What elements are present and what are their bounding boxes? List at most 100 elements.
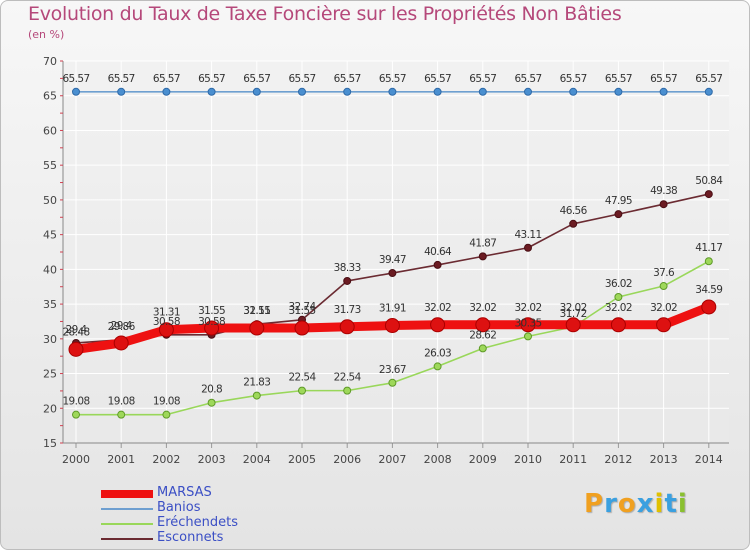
brand-letter: x: [636, 489, 655, 519]
x-tick-label: 2005: [288, 453, 316, 466]
data-point: [659, 282, 668, 291]
data-label: 65.57: [695, 73, 722, 85]
data-point: [343, 386, 352, 395]
data-label: 29.4: [111, 320, 133, 332]
y-tick-label: 15: [43, 437, 57, 450]
data-point: [343, 276, 352, 285]
data-labels: 65.57 65.57 65.57 65.57 65.57 65.57 65.57 65.57…: [62, 73, 723, 408]
series-group: [68, 87, 717, 419]
data-label: 65.57: [108, 73, 135, 85]
data-point: [68, 341, 84, 357]
data-point: [252, 87, 261, 96]
data-point: [704, 190, 713, 199]
x-tick-label: 2011: [559, 453, 587, 466]
data-label: 65.57: [650, 73, 677, 85]
x-tick-label: 2007: [378, 453, 406, 466]
data-label: 65.57: [334, 73, 361, 85]
x-tick-label: 2010: [514, 453, 542, 466]
data-label: 30.58: [153, 316, 180, 328]
data-point: [433, 260, 442, 269]
data-point: [704, 257, 713, 266]
data-label: 36.02: [605, 278, 632, 290]
data-label: 19.08: [153, 396, 180, 408]
data-label: 49.38: [650, 185, 677, 197]
legend-swatch-banios: [101, 508, 153, 510]
data-label: 31.55: [198, 305, 225, 317]
data-point: [565, 317, 581, 333]
data-label: 65.57: [198, 73, 225, 85]
data-point: [433, 362, 442, 371]
legend-label: Eréchendets: [157, 515, 239, 530]
data-label: 65.57: [560, 73, 587, 85]
data-point: [475, 317, 491, 333]
data-point: [207, 87, 216, 96]
data-point: [72, 87, 80, 96]
y-tick-label: 20: [43, 402, 57, 415]
data-label: 32.02: [469, 302, 496, 314]
data-label: 31.72: [560, 308, 587, 320]
y-tick-label: 40: [43, 263, 57, 276]
data-label: 28.48: [62, 326, 89, 338]
data-label: 21.83: [243, 377, 270, 389]
data-point: [117, 87, 126, 96]
data-label: 31.91: [379, 303, 406, 315]
data-label: 41.87: [469, 237, 496, 249]
data-point: [524, 243, 532, 252]
data-label: 50.84: [695, 175, 723, 187]
data-point: [298, 386, 306, 395]
data-label: 65.57: [153, 73, 180, 85]
data-label: 22.54: [288, 372, 316, 384]
x-tick-label: 2012: [604, 453, 632, 466]
data-point: [569, 87, 578, 96]
legend-label: Banios: [157, 500, 201, 515]
data-label: 30.35: [514, 317, 541, 329]
y-tick-label: 35: [43, 298, 57, 311]
y-tick-label: 65: [43, 90, 57, 103]
data-point: [207, 398, 216, 407]
data-point: [614, 293, 623, 302]
data-label: 19.08: [108, 396, 135, 408]
data-point: [614, 87, 623, 96]
data-point: [113, 335, 129, 351]
data-point: [520, 317, 536, 333]
x-tick-label: 2006: [333, 453, 361, 466]
data-label: 65.57: [379, 73, 406, 85]
data-point: [701, 299, 717, 315]
legend-swatch-marsas: [101, 490, 153, 498]
legend-swatch-esconnets: [101, 538, 153, 540]
data-label: 31.55: [288, 305, 315, 317]
data-point: [704, 87, 713, 96]
data-label: 31.55: [243, 305, 270, 317]
brand-letter: r: [604, 489, 618, 519]
data-label: 39.47: [379, 254, 406, 266]
data-point: [610, 317, 626, 333]
data-label: 22.54: [334, 372, 362, 384]
x-tick-label: 2000: [62, 453, 90, 466]
brand-letter: o: [617, 489, 637, 519]
data-point: [478, 344, 487, 353]
data-point: [252, 391, 261, 400]
legend-swatch-erechendets: [101, 523, 153, 525]
grid: [63, 60, 729, 444]
data-label: 37.6: [653, 267, 675, 279]
data-label: 32.11: [243, 305, 270, 317]
data-point: [656, 317, 672, 333]
data-point: [294, 320, 310, 336]
data-point: [162, 87, 171, 96]
data-point: [249, 320, 265, 336]
x-tick-label: 2009: [469, 453, 497, 466]
data-point: [384, 318, 400, 334]
data-label: 32.02: [650, 302, 677, 314]
data-label: 29.86: [108, 321, 136, 333]
x-tick-label: 2001: [107, 453, 135, 466]
data-point: [388, 269, 397, 278]
data-point: [162, 410, 171, 419]
brand-letter: i: [654, 489, 665, 519]
data-label: 19.08: [62, 396, 89, 408]
brand-logo: Proxiti: [584, 489, 688, 519]
data-point: [388, 378, 397, 387]
x-tick-label: 2008: [424, 453, 452, 466]
data-label: 20.8: [201, 384, 222, 396]
